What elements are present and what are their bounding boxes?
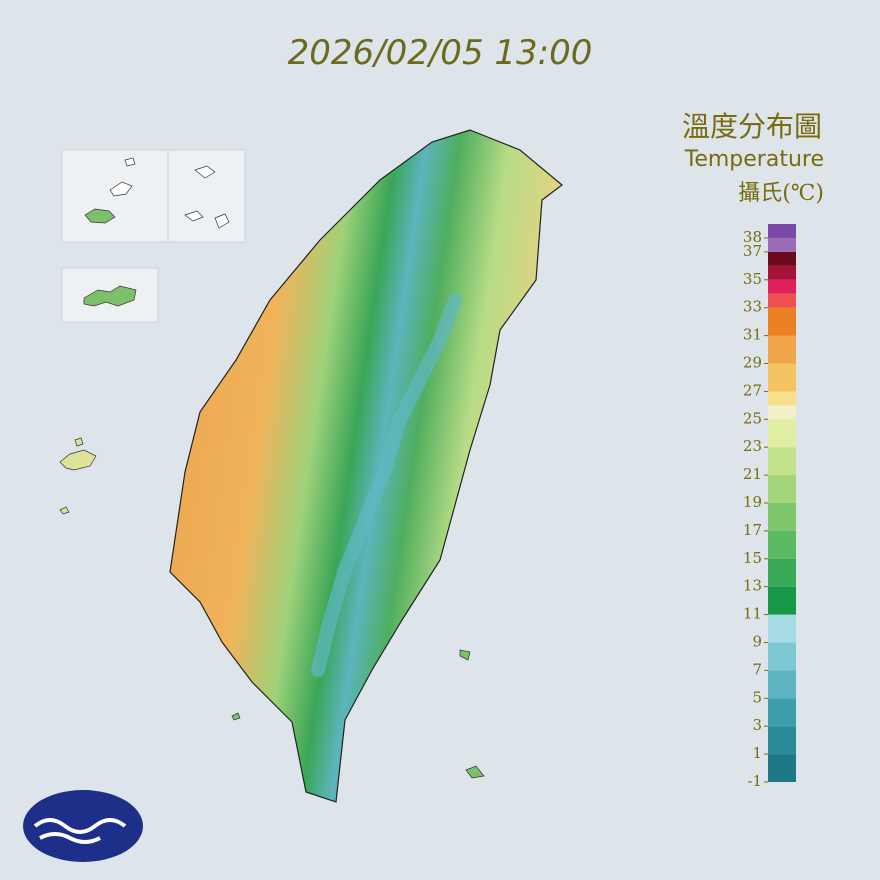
- legend-unit: 攝氏(℃): [738, 181, 824, 206]
- tick-label: 15: [743, 549, 762, 567]
- color-band: [768, 530, 796, 559]
- inset-matsu: [61, 149, 246, 243]
- island: [84, 208, 116, 224]
- color-band: [768, 642, 796, 671]
- color-band: [768, 265, 796, 280]
- tick-label: 21: [743, 465, 762, 483]
- color-band: [768, 363, 796, 392]
- color-band: [768, 279, 796, 294]
- color-band: [768, 475, 796, 503]
- color-band: [768, 586, 796, 615]
- tick-label: 25: [743, 409, 762, 427]
- color-band: [768, 698, 796, 727]
- color-band: [768, 670, 796, 699]
- legend-subtitle: Temperature: [684, 147, 824, 172]
- tick-label: -1: [747, 772, 762, 790]
- tick-label: 37: [743, 242, 762, 260]
- color-band: [768, 237, 796, 252]
- mountain-spine: [311, 293, 462, 677]
- island-penghu: [59, 437, 97, 515]
- tick-label: 3: [752, 716, 762, 734]
- tick-label: 35: [743, 270, 762, 288]
- cwa-logo-mark: [33, 818, 127, 844]
- color-band: [768, 251, 796, 266]
- color-band: [768, 503, 796, 531]
- color-band: [768, 293, 796, 308]
- island: [109, 157, 230, 229]
- tick-label: 9: [752, 633, 762, 651]
- taiwan-main-island: [169, 129, 563, 803]
- color-band: [768, 307, 796, 336]
- color-band: [768, 335, 796, 364]
- color-band: [768, 754, 796, 782]
- tick-label: 31: [743, 326, 762, 344]
- tick-label: 23: [743, 437, 762, 455]
- tick-label: 7: [752, 660, 762, 678]
- tick-label: 29: [743, 354, 762, 372]
- tick-label: 1: [752, 744, 762, 762]
- color-band: [768, 726, 796, 755]
- tick-label: 27: [743, 381, 762, 399]
- timestamp: 2026/02/05 13:00: [288, 33, 593, 73]
- island: [83, 285, 137, 307]
- tick-label: 13: [743, 577, 762, 595]
- tick-label: 11: [743, 605, 762, 623]
- cwa-logo: [23, 790, 143, 862]
- color-band: [768, 405, 796, 420]
- legend-title: 溫度分布圖: [682, 110, 822, 143]
- color-band: [768, 447, 796, 476]
- tick-label: 5: [752, 688, 762, 706]
- island: [231, 649, 485, 779]
- color-band: [768, 419, 796, 448]
- tick-label: 38: [743, 228, 762, 246]
- color-band: [768, 391, 796, 406]
- color-band: [768, 224, 796, 238]
- tick-label: 17: [743, 521, 762, 539]
- color-band: [768, 614, 796, 643]
- tick-label: 19: [743, 493, 762, 511]
- tick-label: 33: [743, 298, 762, 316]
- color-band: [768, 558, 796, 587]
